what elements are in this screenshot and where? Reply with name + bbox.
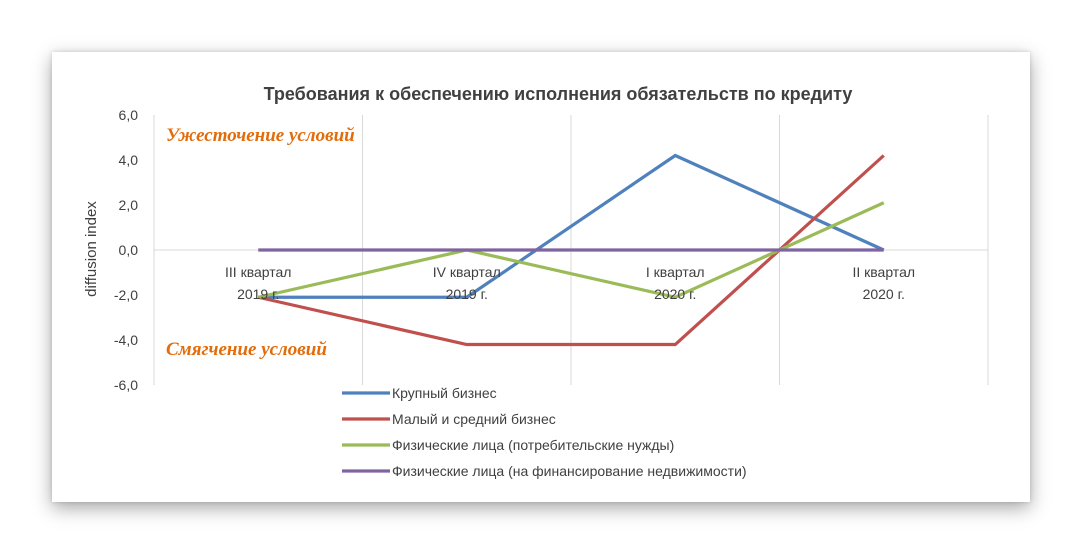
- y-tick-label: -6,0: [114, 377, 138, 393]
- y-axis-label: diffusion index: [83, 201, 100, 297]
- legend: Крупный бизнес Малый и средний бизнес Физи…: [342, 385, 747, 479]
- legend-item: Физические лица (потребительские нужды): [342, 437, 674, 453]
- y-tick-label: 2,0: [119, 197, 139, 213]
- tightening-annotation: Ужесточение условий: [166, 125, 355, 146]
- x-tick-label: 2020 г.: [863, 286, 905, 302]
- y-tick-label: -2,0: [114, 287, 138, 303]
- series-lines: [257, 153, 885, 347]
- x-tick-label: 2019 г.: [446, 286, 488, 302]
- chart-title: Требования к обеспечению исполнения обяз…: [264, 84, 853, 104]
- x-tick-label: 2019 г.: [237, 286, 279, 302]
- y-tick-label: 0,0: [119, 242, 139, 258]
- line-chart: III квартал 2019 г. IV квартал 2019 г. I ква…: [83, 84, 989, 479]
- legend-label: Крупный бизнес: [392, 385, 497, 401]
- x-tick-label: IV квартал: [433, 264, 501, 280]
- x-tick-label: 2020 г.: [654, 286, 696, 302]
- easing-annotation: Смягчение условий: [166, 339, 327, 360]
- legend-item: Физические лица (на финансирование недви…: [342, 463, 747, 479]
- series-line: [258, 153, 885, 299]
- x-tick-label: I квартал: [646, 264, 705, 280]
- legend-label: Физические лица (потребительские нужды): [392, 437, 674, 453]
- y-tick-label: -4,0: [114, 332, 138, 348]
- legend-label: Физические лица (на финансирование недви…: [392, 463, 747, 479]
- legend-label: Малый и средний бизнес: [392, 411, 556, 427]
- x-tick-labels: III квартал 2019 г. IV квартал 2019 г. I ква…: [225, 264, 915, 302]
- y-tick-labels: 6,0 4,0 2,0 0,0 -2,0 -4,0 -6,0: [114, 107, 138, 393]
- y-tick-label: 4,0: [119, 152, 139, 168]
- x-tick-label: III квартал: [225, 264, 291, 280]
- y-tick-label: 6,0: [119, 107, 139, 123]
- legend-item: Малый и средний бизнес: [342, 411, 556, 427]
- legend-item: Крупный бизнес: [342, 385, 497, 401]
- chart-card: III квартал 2019 г. IV квартал 2019 г. I ква…: [52, 52, 1030, 502]
- x-tick-label: II квартал: [852, 264, 915, 280]
